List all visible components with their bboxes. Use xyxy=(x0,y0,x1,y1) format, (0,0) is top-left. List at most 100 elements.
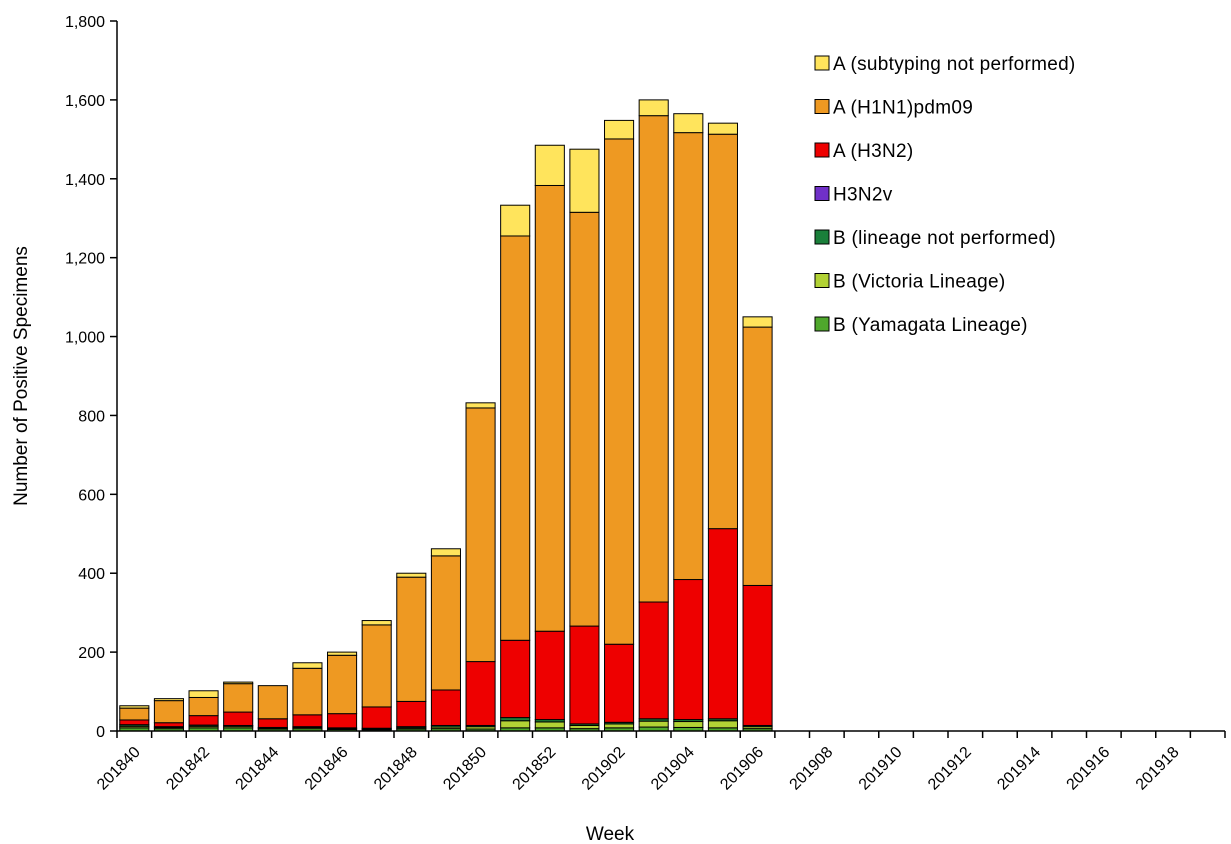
legend-label: B (Victoria Lineage) xyxy=(833,272,1006,293)
bar-segment xyxy=(153,722,184,728)
x-axis-ticks: 201840 201842 201844 201846 201848 201850 2018… xyxy=(94,731,1226,794)
y-tick-label: 1,600 xyxy=(65,93,105,110)
x-tick-label: 201840 xyxy=(94,744,144,794)
x-tick-label: 201916 xyxy=(1064,744,1114,794)
bar-segment xyxy=(638,720,669,728)
legend-label: A (H3N2) xyxy=(833,141,914,162)
bar-segment xyxy=(188,696,219,717)
bar-segment xyxy=(707,528,738,720)
y-tick-label: 1,000 xyxy=(65,330,105,347)
legend-swatch xyxy=(814,55,830,71)
legend: A (subtyping not performed) A (H1N1)pdm09… xyxy=(814,54,1076,336)
bar-segment xyxy=(465,407,496,663)
x-tick-label: 201912 xyxy=(925,744,975,794)
x-tick-label: 201908 xyxy=(787,744,837,794)
bar-segment xyxy=(638,601,669,720)
y-tick-label: 0 xyxy=(96,724,105,741)
bar-segment xyxy=(153,698,184,702)
bar-segment xyxy=(292,714,323,728)
bar-segment xyxy=(534,184,565,632)
bar-segment xyxy=(569,625,600,725)
legend-label: A (H1N1)pdm09 xyxy=(833,98,973,119)
bar-segment xyxy=(396,700,427,728)
bar-segment xyxy=(223,711,254,726)
y-tick-label: 1,200 xyxy=(65,251,105,268)
bar-segment xyxy=(638,99,669,117)
y-tick-label: 1,400 xyxy=(65,172,105,189)
x-tick-label: 201904 xyxy=(648,744,698,794)
bar-segment xyxy=(534,144,565,186)
bar-segment xyxy=(119,705,150,709)
legend-swatch xyxy=(814,316,830,332)
bar-segment xyxy=(327,713,358,729)
bar-segment xyxy=(292,662,323,669)
x-tick-label: 201852 xyxy=(510,744,560,794)
bars-group xyxy=(119,99,773,732)
bar-segment xyxy=(638,115,669,603)
y-axis-title: Number of Positive Specimens xyxy=(11,246,32,506)
y-axis-ticks: 0 200 400 600 800 1,000 1,200 1,400 1,600 1,800 xyxy=(65,14,117,741)
bar-segment xyxy=(673,721,704,728)
bar-segment xyxy=(396,576,427,702)
bar-segment xyxy=(361,624,392,708)
bar-segment xyxy=(569,148,600,213)
y-tick-label: 200 xyxy=(78,645,105,662)
x-tick-label: 201846 xyxy=(302,744,352,794)
x-tick-label: 201848 xyxy=(371,744,421,794)
bar-segment xyxy=(430,548,461,557)
x-tick-label: 201906 xyxy=(717,744,767,794)
bar-segment xyxy=(534,630,565,721)
x-axis-title: Week xyxy=(586,824,635,844)
x-tick-label: 201844 xyxy=(233,744,283,794)
x-tick-label: 201914 xyxy=(994,744,1044,794)
bar-segment xyxy=(396,572,427,578)
bar-segment xyxy=(119,719,150,726)
bar-segment xyxy=(604,138,635,645)
bar-segment xyxy=(707,133,738,530)
bar-segment xyxy=(673,132,704,581)
y-tick-label: 800 xyxy=(78,408,105,425)
legend-label: B (Yamagata Lineage) xyxy=(833,315,1028,336)
x-tick-label: 201842 xyxy=(163,744,213,794)
bar-segment xyxy=(430,555,461,691)
bar-segment xyxy=(500,639,531,719)
legend-label: A (subtyping not performed) xyxy=(833,54,1076,75)
bar-segment xyxy=(257,685,288,720)
bar-segment xyxy=(327,654,358,715)
bar-segment xyxy=(465,661,496,726)
bar-segment xyxy=(361,620,392,626)
legend-swatch xyxy=(814,273,830,288)
bar-segment xyxy=(742,316,773,328)
legend-swatch xyxy=(814,142,830,158)
bar-segment xyxy=(742,326,773,586)
bar-segment xyxy=(500,235,531,641)
bar-segment xyxy=(604,723,635,729)
bar-segment xyxy=(673,113,704,134)
bar-segment xyxy=(500,204,531,237)
legend-label: B (lineage not performed) xyxy=(833,228,1056,249)
bar-segment xyxy=(292,667,323,716)
x-tick-label: 201910 xyxy=(856,744,906,794)
bar-segment xyxy=(569,211,600,627)
y-tick-label: 400 xyxy=(78,566,105,583)
bar-segment xyxy=(673,579,704,721)
bar-segment xyxy=(707,122,738,135)
y-tick-label: 600 xyxy=(78,487,105,504)
bar-segment xyxy=(153,700,184,724)
bar-segment xyxy=(534,721,565,729)
bar-segment xyxy=(430,689,461,726)
bar-segment xyxy=(604,643,635,723)
x-tick-label: 201902 xyxy=(579,744,629,794)
bar-segment xyxy=(361,706,392,729)
y-tick-label: 1,800 xyxy=(65,14,105,31)
bar-segment xyxy=(223,681,254,685)
x-tick-label: 201850 xyxy=(440,744,490,794)
bar-segment xyxy=(257,718,288,728)
bar-segment xyxy=(742,584,773,726)
bar-segment xyxy=(188,690,219,698)
legend-swatch xyxy=(814,186,830,201)
bar-segment xyxy=(223,683,254,713)
bar-segment xyxy=(119,707,150,721)
bar-segment xyxy=(707,720,738,729)
